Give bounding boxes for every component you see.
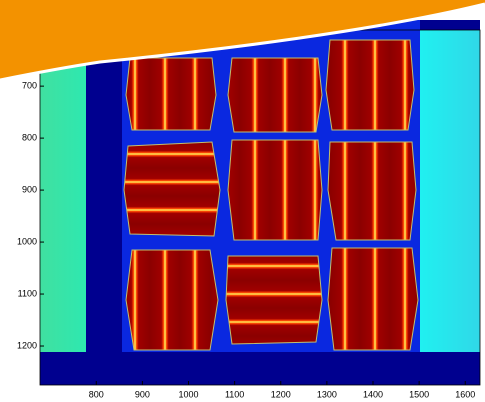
x-tick-label: 1500 <box>409 389 429 399</box>
y-tick-label: 1000 <box>17 236 37 246</box>
y-tick-label: 700 <box>22 81 37 91</box>
y-tick-label: 800 <box>22 132 37 142</box>
x-tick-label: 1600 <box>455 389 475 399</box>
y-tick-label: 1200 <box>17 340 37 350</box>
chart: 800 900 1000 1100 1200 1300 1400 1500 1600 700 800… <box>0 0 485 402</box>
x-tick-label: 800 <box>89 389 104 399</box>
x-tick-label: 1300 <box>317 389 337 399</box>
x-tick-label: 1400 <box>363 389 383 399</box>
page: {"chart_data": {"type": "image", "xlim":… <box>0 0 485 402</box>
y-tick-label: 1100 <box>18 288 37 298</box>
x-tick-label: 1200 <box>271 389 291 399</box>
y-tick-label: 900 <box>22 184 37 194</box>
x-tick-label: 1000 <box>178 389 198 399</box>
image <box>40 20 480 385</box>
x-tick-label: 1100 <box>225 389 244 399</box>
x-tick-label: 900 <box>135 389 150 399</box>
